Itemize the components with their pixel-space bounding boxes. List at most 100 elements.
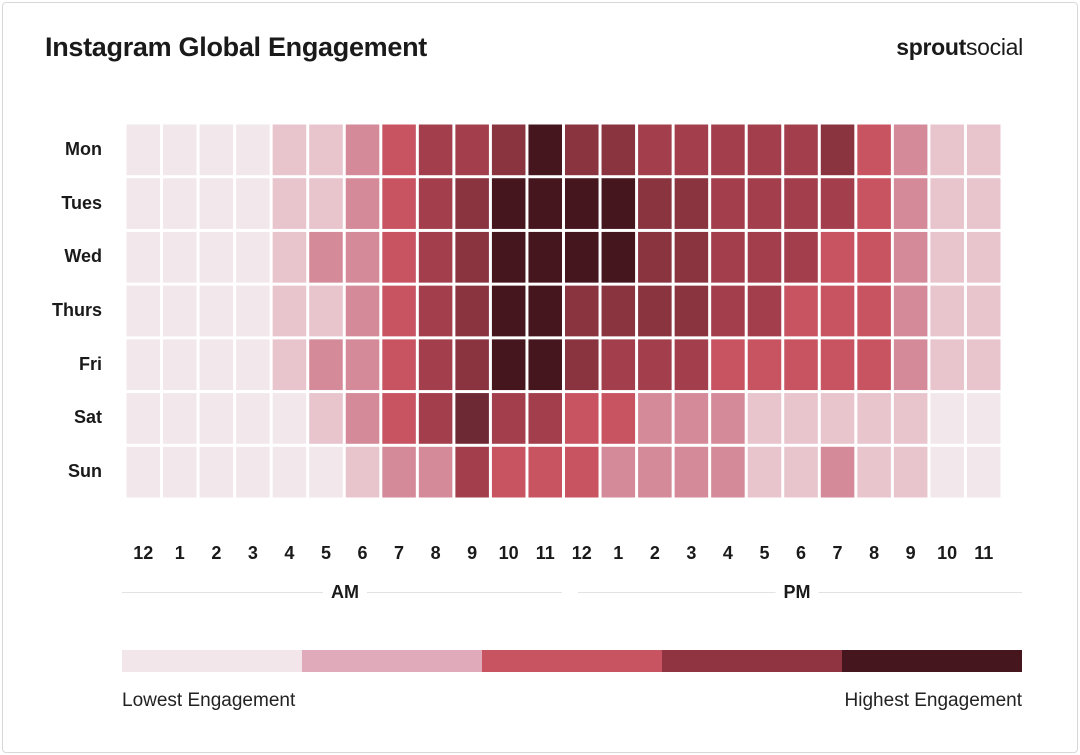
heatmap-cell-tues-23 <box>966 178 1001 229</box>
heatmap-cell-sun-19 <box>820 446 855 498</box>
hour-label: 2 <box>649 543 660 563</box>
hour-label: 9 <box>467 543 478 563</box>
heatmap-cell-wed-6 <box>345 231 380 283</box>
hour-label: 5 <box>759 543 770 563</box>
heatmap-cell-mon-7 <box>382 124 416 176</box>
heatmap-cell-sat-4 <box>272 393 307 444</box>
heatmap-cell-wed-2 <box>199 231 234 283</box>
hour-label: 11 <box>974 543 994 563</box>
hour-label: 1 <box>174 543 185 563</box>
heatmap-cell-thurs-1 <box>163 285 197 337</box>
legend-swatch-3 <box>482 650 662 672</box>
heatmap-cell-mon-0 <box>126 124 161 176</box>
heatmap-cell-sun-5 <box>309 446 343 498</box>
heatmap-cell-sat-13 <box>601 393 636 444</box>
heatmap-cell-thurs-12 <box>565 285 599 337</box>
legend-swatch-4 <box>662 650 842 672</box>
heatmap-cell-mon-15 <box>674 124 709 176</box>
heatmap-cell-tues-1 <box>163 178 197 229</box>
heatmap-cell-mon-10 <box>491 124 526 176</box>
heatmap-cell-thurs-20 <box>857 285 891 337</box>
heatmap-cell-thurs-9 <box>455 285 489 337</box>
heatmap-cell-tues-8 <box>418 178 453 229</box>
heatmap-cell-thurs-15 <box>674 285 709 337</box>
heatmap-cell-mon-6 <box>345 124 380 176</box>
heatmap-cell-sun-11 <box>528 446 562 498</box>
heatmap-cell-tues-4 <box>272 178 307 229</box>
heatmap-cell-sat-18 <box>784 393 818 444</box>
heatmap-cell-thurs-5 <box>309 285 343 337</box>
hour-label: 12 <box>571 543 592 563</box>
hour-label: 2 <box>211 543 222 563</box>
heatmap-cell-sat-12 <box>565 393 599 444</box>
heatmap-cell-wed-19 <box>820 231 855 283</box>
heatmap-cell-sun-21 <box>893 446 928 498</box>
heatmap-cell-thurs-22 <box>930 285 964 337</box>
hour-label: 1 <box>613 543 624 563</box>
hour-label: 10 <box>937 543 958 563</box>
heatmap-cell-sun-15 <box>674 446 709 498</box>
heatmap-cell-wed-23 <box>966 231 1001 283</box>
heatmap-cell-mon-14 <box>638 124 672 176</box>
heatmap-cell-mon-17 <box>747 124 782 176</box>
row-label-wed: Wed <box>64 246 102 267</box>
heatmap-cell-fri-5 <box>309 339 343 391</box>
heatmap-cell-sat-16 <box>711 393 745 444</box>
heatmap-cell-fri-19 <box>820 339 855 391</box>
heatmap-cell-wed-9 <box>455 231 489 283</box>
heatmap-cell-thurs-14 <box>638 285 672 337</box>
hour-label: 3 <box>686 543 697 563</box>
heatmap-cell-sun-23 <box>966 446 1001 498</box>
heatmap-cell-thurs-0 <box>126 285 161 337</box>
heatmap-cell-mon-5 <box>309 124 343 176</box>
heatmap-cell-thurs-19 <box>820 285 855 337</box>
heatmap-cell-thurs-6 <box>345 285 380 337</box>
heatmap-cell-tues-14 <box>638 178 672 229</box>
heatmap-cell-tues-5 <box>309 178 343 229</box>
heatmap-cell-mon-8 <box>418 124 453 176</box>
legend-swatch-1 <box>122 650 302 672</box>
heatmap-cell-sun-18 <box>784 446 818 498</box>
heatmap-cell-fri-21 <box>893 339 928 391</box>
heatmap-cell-fri-23 <box>966 339 1001 391</box>
heatmap-cell-wed-20 <box>857 231 891 283</box>
heatmap-cell-fri-16 <box>711 339 745 391</box>
heatmap-cell-sat-10 <box>491 393 526 444</box>
heatmap-cell-sun-10 <box>491 446 526 498</box>
heatmap-cell-mon-16 <box>711 124 745 176</box>
heatmap-cell-thurs-17 <box>747 285 782 337</box>
heatmap-cell-sat-0 <box>126 393 161 444</box>
heatmap-cell-tues-3 <box>236 178 270 229</box>
heatmap-cell-mon-11 <box>528 124 562 176</box>
heatmap-cell-sun-16 <box>711 446 745 498</box>
heatmap-cell-fri-22 <box>930 339 964 391</box>
hour-label: 12 <box>133 543 154 563</box>
heatmap-cell-mon-9 <box>455 124 489 176</box>
row-label-fri: Fri <box>78 353 102 374</box>
heatmap-cell-thurs-18 <box>784 285 818 337</box>
heatmap-cell-wed-16 <box>711 231 745 283</box>
heatmap-cell-fri-7 <box>382 339 416 391</box>
heatmap-cell-tues-9 <box>455 178 489 229</box>
heatmap-cell-fri-6 <box>345 339 380 391</box>
heatmap-cell-mon-22 <box>930 124 964 176</box>
heatmap-cell-sun-22 <box>930 446 964 498</box>
heatmap-cell-tues-7 <box>382 178 416 229</box>
heatmap-cell-mon-23 <box>966 124 1001 176</box>
heatmap-cell-fri-14 <box>638 339 672 391</box>
legend-high-label: Highest Engagement <box>844 690 1022 711</box>
heatmap-cell-sun-8 <box>418 446 453 498</box>
heatmap-cell-tues-16 <box>711 178 745 229</box>
heatmap-cell-wed-14 <box>638 231 672 283</box>
heatmap-cell-fri-3 <box>236 339 270 391</box>
heatmap-cell-sat-1 <box>163 393 197 444</box>
pm-label: PM <box>775 582 819 603</box>
heatmap-cell-fri-9 <box>455 339 489 391</box>
hour-label: 5 <box>320 543 331 563</box>
heatmap-cell-tues-22 <box>930 178 964 229</box>
heatmap-cell-sat-19 <box>820 393 855 444</box>
brand-logo: sproutsocial <box>896 34 1023 61</box>
heatmap-cell-tues-15 <box>674 178 709 229</box>
